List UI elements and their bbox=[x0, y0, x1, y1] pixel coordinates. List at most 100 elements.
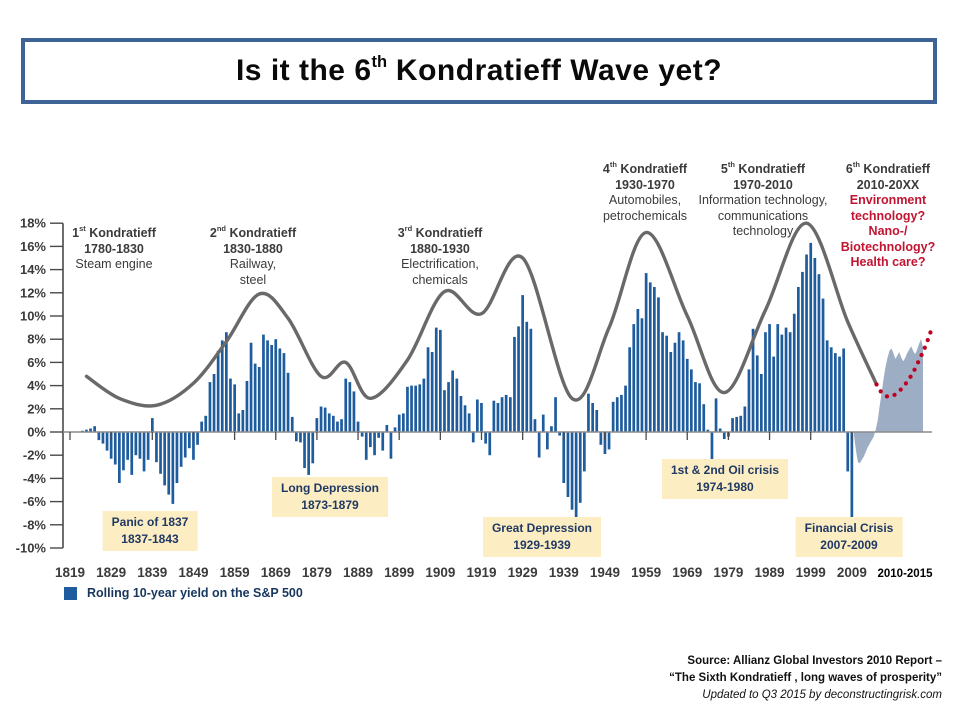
yield-bar bbox=[809, 242, 813, 432]
yield-bar bbox=[850, 432, 854, 545]
yield-bar bbox=[311, 432, 315, 464]
event-years: 1873-1879 bbox=[301, 498, 359, 512]
wave-label-years: 1780-1830 bbox=[84, 241, 144, 256]
yield-bar bbox=[772, 356, 775, 432]
yield-bar bbox=[574, 432, 578, 528]
yield-bar bbox=[245, 381, 249, 432]
source-block: Source: Allianz Global Investors 2010 Re… bbox=[669, 653, 942, 704]
wave-label-tech: Biotechnology? bbox=[840, 239, 936, 254]
event-name: Long Depression bbox=[280, 481, 380, 495]
yield-bar bbox=[118, 432, 121, 483]
yield-bar bbox=[414, 385, 417, 432]
yield-bar bbox=[496, 403, 500, 432]
wave-label-tech: petrochemicals bbox=[602, 208, 688, 223]
kondratieff-wave-curve bbox=[84, 221, 879, 408]
title-box: Is it the 6th Kondratieff Wave yet? bbox=[21, 38, 937, 104]
yield-bar bbox=[430, 352, 434, 432]
yield-bar bbox=[780, 334, 784, 432]
yield-bars bbox=[81, 242, 854, 545]
yield-bar bbox=[233, 384, 236, 432]
yield-bar bbox=[694, 382, 697, 432]
yield-bar bbox=[385, 425, 389, 432]
yield-bar bbox=[718, 428, 722, 432]
yield-bar bbox=[471, 432, 475, 443]
y-axis-label: 4% bbox=[27, 378, 46, 393]
yield-bar bbox=[397, 414, 401, 432]
yield-bar bbox=[134, 432, 138, 456]
event-box: 1st & 2nd Oil crisis 1974-1980 bbox=[661, 459, 789, 499]
x-axis-label: 1949 bbox=[590, 565, 620, 580]
y-axis-label: 18% bbox=[20, 216, 46, 231]
y-axis-label: 12% bbox=[20, 285, 46, 300]
yield-bar bbox=[755, 355, 759, 432]
yield-bar bbox=[257, 367, 261, 432]
projection-curve bbox=[874, 327, 934, 399]
yield-bar bbox=[109, 432, 113, 459]
wave-label-title: 1st Kondratieff bbox=[72, 224, 156, 241]
yield-bar bbox=[583, 432, 586, 472]
yield-bar bbox=[237, 413, 241, 432]
yield-bar bbox=[673, 342, 677, 432]
yield-bar bbox=[578, 432, 582, 503]
yield-bar bbox=[685, 358, 689, 432]
yield-bar bbox=[760, 374, 763, 432]
event-years: 1929-1939 bbox=[513, 538, 571, 552]
y-axis-label: 2% bbox=[27, 401, 46, 416]
event-name: Financial Crisis bbox=[804, 521, 894, 535]
yield-bar bbox=[439, 329, 442, 432]
yield-bar bbox=[220, 340, 224, 432]
yield-bar bbox=[418, 384, 422, 432]
yield-bar bbox=[360, 432, 364, 437]
yield-bar bbox=[344, 378, 348, 432]
wave-label: 6th Kondratieff 2010-20XX Environment techn… bbox=[841, 158, 935, 271]
yield-bar bbox=[130, 432, 134, 475]
yield-bar bbox=[179, 432, 183, 467]
yield-bar bbox=[229, 378, 232, 432]
event-name: 1st & 2nd Oil crisis bbox=[670, 463, 780, 477]
wave-label: 3rd Kondratieff 1880-1930 Electrification,… bbox=[398, 222, 483, 288]
wave-label: 1st Kondratieff 1780-1830 Steam engine bbox=[72, 222, 156, 273]
yield-bar bbox=[829, 347, 833, 432]
yield-bar bbox=[615, 397, 619, 432]
wave-label-tech: Information technology, bbox=[698, 193, 828, 208]
yield-bar bbox=[722, 432, 726, 439]
yield-bar bbox=[208, 382, 212, 432]
yield-bar bbox=[171, 432, 175, 504]
source-line-3: Updated to Q3 2015 by deconstructingrisk… bbox=[702, 689, 942, 701]
yield-bar bbox=[533, 419, 537, 432]
legend-swatch bbox=[64, 586, 77, 600]
yield-bar bbox=[677, 332, 681, 432]
y-axis-label: 10% bbox=[20, 309, 46, 324]
wave-label-tech: technology? bbox=[850, 208, 926, 223]
wave-ordinal-sup: st bbox=[79, 224, 86, 234]
yield-bar bbox=[529, 328, 533, 432]
y-axis-label: -8% bbox=[23, 517, 47, 532]
event-years: 2007-2009 bbox=[820, 538, 878, 552]
yield-bar bbox=[706, 429, 710, 432]
yield-bar bbox=[665, 335, 668, 432]
yield-bar bbox=[484, 432, 487, 444]
x-axis-label: 1989 bbox=[755, 565, 785, 580]
yield-bar bbox=[476, 399, 479, 432]
yield-bar bbox=[241, 410, 245, 432]
y-axis-label: 14% bbox=[20, 262, 46, 277]
yield-bar bbox=[702, 404, 706, 432]
x-axis-label: 1979 bbox=[713, 565, 743, 580]
yield-bar bbox=[628, 347, 631, 432]
yield-bar bbox=[183, 432, 187, 458]
yield-bar bbox=[422, 378, 426, 432]
yield-bar bbox=[159, 432, 162, 474]
y-axis-label: -10% bbox=[16, 541, 47, 556]
yield-bar bbox=[443, 390, 446, 432]
x-axis-label: 1829 bbox=[96, 565, 126, 580]
yield-bar bbox=[624, 385, 627, 432]
title-text-prefix: Is it the 6 bbox=[235, 54, 372, 87]
yield-bar bbox=[607, 432, 611, 450]
yield-bar bbox=[521, 295, 524, 432]
yield-bar bbox=[364, 432, 368, 460]
x-axis-label: 1939 bbox=[549, 565, 579, 580]
legend: Rolling 10-year yield on the S&P 500 bbox=[64, 586, 303, 600]
y-axis-label: 16% bbox=[20, 239, 46, 254]
yield-bar bbox=[426, 347, 430, 432]
yield-bar bbox=[603, 432, 607, 454]
